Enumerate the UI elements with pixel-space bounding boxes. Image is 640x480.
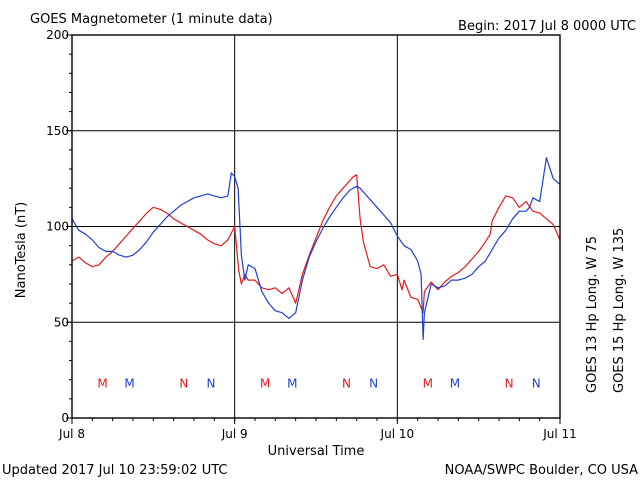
marker-n: N <box>505 376 514 390</box>
marker-m: M <box>97 376 107 390</box>
y-tick-label: 200 <box>46 28 69 42</box>
series-line-1 <box>71 157 561 341</box>
x-tick-label: Jul 10 <box>380 427 415 441</box>
series-markers: M N M N M NM N M N M N <box>97 376 540 390</box>
marker-m: M <box>423 376 433 390</box>
legend-goes15: GOES 15 Hp Long. W 135 <box>612 228 627 393</box>
x-tick-label: Jul 8 <box>58 427 85 441</box>
y-tick-label: 0 <box>61 411 69 425</box>
begin-label: Begin: 2017 Jul 8 0000 UTC <box>458 19 636 34</box>
y-axis-label: NanoTesla (nT) <box>14 202 29 298</box>
marker-n: N <box>532 376 541 390</box>
marker-m: M <box>260 376 270 390</box>
chart-title: GOES Magnetometer (1 minute data) <box>30 12 273 27</box>
x-axis-label: Universal Time <box>268 444 365 459</box>
marker-n: N <box>369 376 378 390</box>
grid-lines <box>72 35 560 418</box>
x-tick-label: Jul 9 <box>221 427 248 441</box>
y-tick-label: 50 <box>54 315 69 329</box>
plot-frame <box>71 34 561 419</box>
y-tick-label: 150 <box>46 124 69 138</box>
source-credit: NOAA/SWPC Boulder, CO USA <box>445 463 638 478</box>
marker-m: M <box>124 376 134 390</box>
marker-m: M <box>287 376 297 390</box>
marker-n: N <box>206 376 215 390</box>
marker-n: N <box>179 376 188 390</box>
legend-goes13: GOES 13 Hp Long. W 75 <box>585 236 600 393</box>
x-tick-label: Jul 11 <box>542 427 577 441</box>
series-line-0 <box>71 174 561 314</box>
updated-timestamp: Updated 2017 Jul 10 23:59:02 UTC <box>2 463 227 478</box>
marker-n: N <box>342 376 351 390</box>
marker-m: M <box>450 376 460 390</box>
y-tick-label: 100 <box>46 220 69 234</box>
series-lines <box>71 157 561 341</box>
